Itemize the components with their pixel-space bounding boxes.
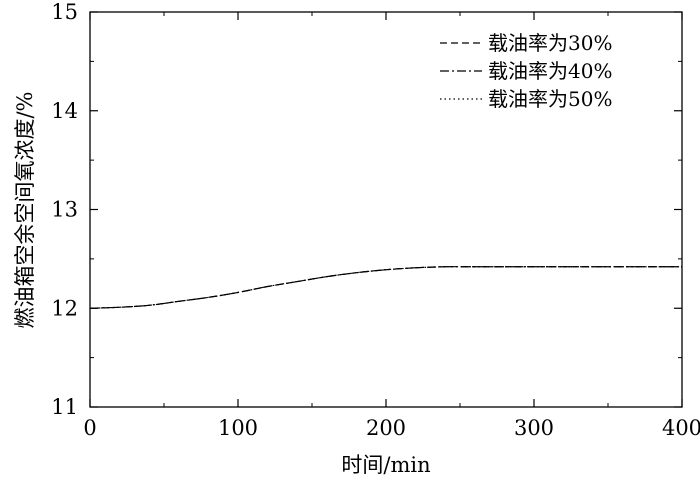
series-line-1 [89, 266, 682, 309]
x-tick-label: 200 [366, 416, 406, 440]
x-axis-label: 时间/min [341, 453, 430, 477]
series-line-3 [89, 266, 682, 309]
y-tick-label: 11 [51, 395, 78, 419]
y-tick-label: 12 [51, 296, 78, 320]
legend: 载油率为30% 载油率为40% 载油率为50% [440, 31, 612, 111]
y-tick-label: 15 [51, 0, 78, 24]
tick-labels: 0 100 200 300 400 11 12 13 14 15 [51, 0, 700, 440]
x-tick-label: 300 [514, 416, 554, 440]
legend-label-1: 载油率为30% [488, 31, 612, 55]
y-tick-label: 14 [51, 99, 78, 123]
x-tick-label: 400 [662, 416, 700, 440]
series-line-2 [89, 266, 682, 309]
legend-label-2: 载油率为40% [488, 59, 612, 83]
y-tick-label: 13 [51, 198, 78, 222]
x-tick-label: 0 [83, 416, 96, 440]
x-tick-label: 100 [218, 416, 258, 440]
series-layer [89, 266, 682, 309]
y-axis-label: 燃油箱空余空间氧浓度/% [13, 91, 37, 328]
legend-label-3: 载油率为50% [488, 87, 612, 111]
axis-ticks [89, 11, 683, 408]
